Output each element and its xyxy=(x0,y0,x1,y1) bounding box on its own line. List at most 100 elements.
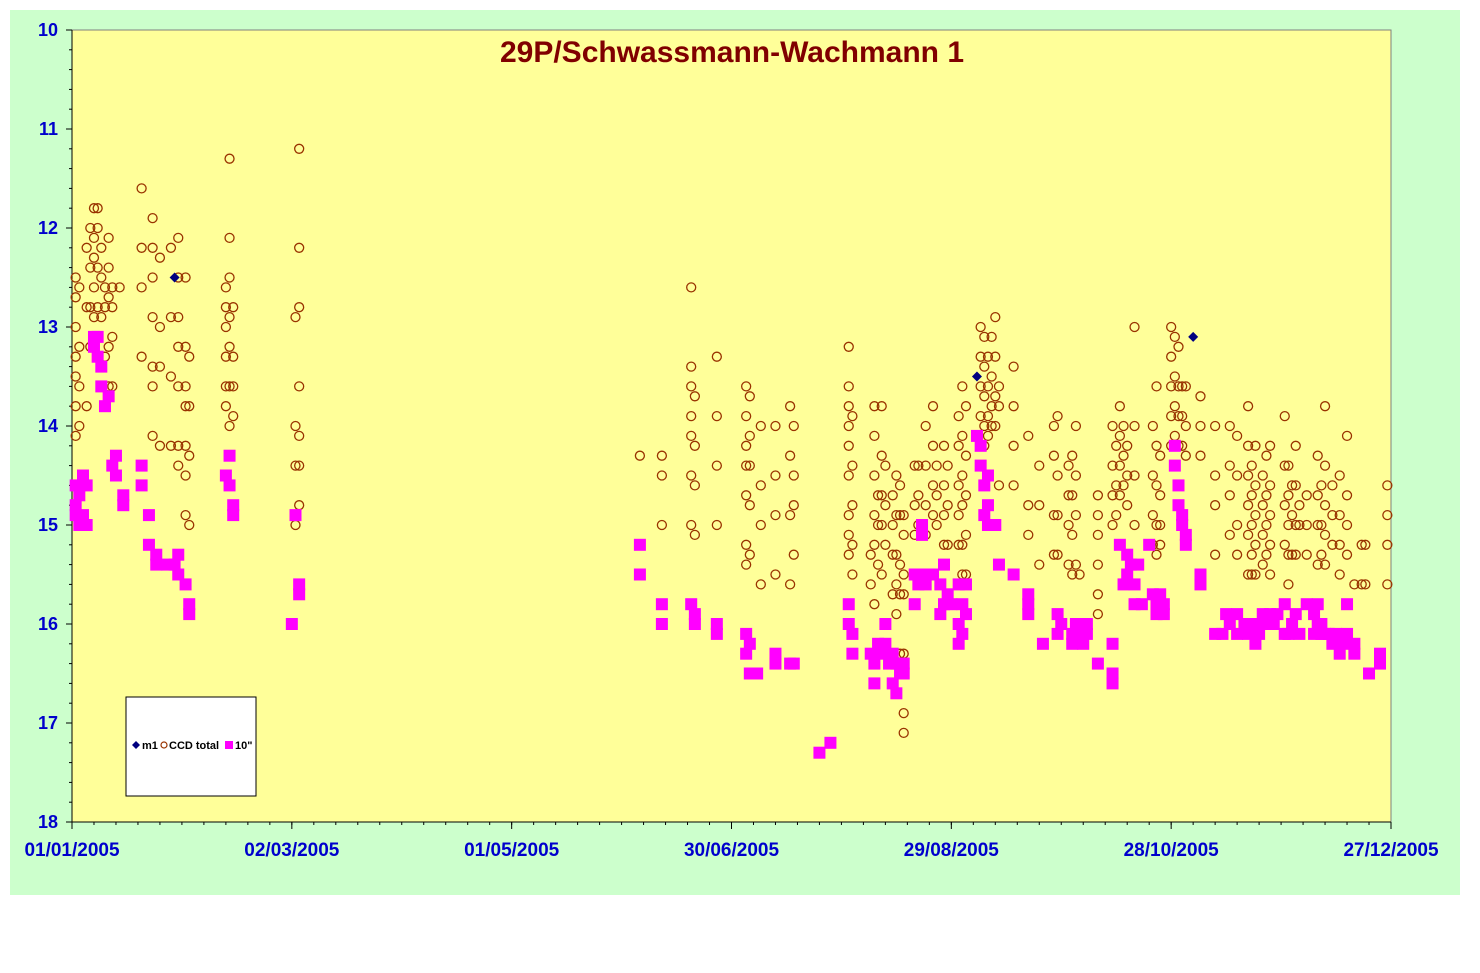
ccd-total-point xyxy=(744,430,755,442)
ccd-total-point xyxy=(689,440,701,451)
series-m1 xyxy=(169,272,1199,382)
ccd-total-point xyxy=(927,440,939,451)
ten-inch-point xyxy=(223,449,236,462)
ccd-total-point xyxy=(1114,401,1126,412)
ccd-total-point xyxy=(103,262,114,273)
ccd-total-point xyxy=(975,351,986,362)
ccd-total-point xyxy=(1169,371,1180,382)
ccd-total-point xyxy=(1286,549,1298,560)
ccd-total-point xyxy=(686,430,697,442)
ccd-total-point xyxy=(986,420,997,432)
ten-inch-point xyxy=(864,647,877,660)
ccd-total-point xyxy=(1052,509,1063,521)
legend-box xyxy=(125,696,257,797)
ccd-total-point xyxy=(1048,420,1060,432)
ccd-total-point xyxy=(88,311,100,323)
ccd-total-point xyxy=(1151,440,1162,451)
ccd-total-point xyxy=(290,420,301,432)
ten-inch-point xyxy=(1348,637,1361,650)
ten-inch-point xyxy=(1051,627,1064,640)
ten-inch-point xyxy=(1374,657,1387,670)
ccd-total-point xyxy=(843,529,854,541)
ten-inch-point xyxy=(743,637,756,650)
ccd-total-point xyxy=(103,341,114,352)
ccd-total-point xyxy=(1092,589,1104,600)
ccd-total-point xyxy=(744,500,755,511)
ten-inch-point xyxy=(1051,608,1064,621)
ccd-total-point xyxy=(686,519,697,531)
ten-inch-point xyxy=(142,509,155,522)
ccd-total-point xyxy=(872,519,884,531)
ccd-total-point xyxy=(1118,420,1129,432)
ccd-total-point xyxy=(957,430,968,442)
ccd-total-point xyxy=(1034,460,1045,471)
ccd-total-point xyxy=(1067,450,1078,461)
ccd-total-point xyxy=(741,440,752,451)
ten-inch-point xyxy=(1293,627,1306,640)
ccd-total-point xyxy=(990,391,1001,402)
ccd-total-point xyxy=(1246,519,1257,531)
ccd-total-point xyxy=(986,331,997,343)
x-tick-label: 30/06/2005 xyxy=(684,840,780,861)
ccd-total-point xyxy=(788,420,799,432)
ten-inch-point xyxy=(69,499,82,512)
ccd-total-point xyxy=(1264,480,1276,491)
ccd-total-point xyxy=(891,470,902,481)
ten-inch-point xyxy=(1271,608,1284,621)
ccd-total-point xyxy=(1063,559,1074,570)
ccd-total-point xyxy=(180,401,191,412)
ten-inch-point xyxy=(223,479,236,492)
ten-inch-point xyxy=(102,390,115,403)
ccd-total-point xyxy=(1034,500,1045,511)
ccd-total-point xyxy=(1341,430,1353,442)
ten-inch-point xyxy=(1278,598,1291,611)
ccd-total-point xyxy=(1070,420,1082,432)
ten-inch-point xyxy=(1121,568,1134,581)
ten-inch-point xyxy=(1176,519,1189,531)
ten-inch-point xyxy=(1135,598,1148,611)
ten-inch-point xyxy=(824,736,837,749)
ccd-total-point xyxy=(1122,500,1133,511)
ccd-total-point xyxy=(1316,519,1327,531)
ccd-total-point xyxy=(1048,509,1060,521)
ccd-total-point xyxy=(96,311,107,323)
ten-inch-point xyxy=(1179,538,1192,551)
ccd-total-point xyxy=(927,509,939,521)
ccd-total-point xyxy=(224,341,235,352)
ccd-total-point xyxy=(173,440,184,451)
ten-inch-point xyxy=(978,509,991,522)
ten-inch-point xyxy=(688,618,701,630)
ccd-total-point xyxy=(887,490,898,501)
ccd-total-point xyxy=(1129,321,1140,333)
ccd-total-point xyxy=(1319,460,1331,471)
ccd-total-point xyxy=(1334,569,1345,580)
chart-area: 29P/Schwassmann-Wachmann 1 10 11 12 13 14 15 1… xyxy=(10,10,1460,895)
ccd-total-point xyxy=(686,381,697,392)
ccd-total-point xyxy=(1301,490,1312,501)
ccd-total-point xyxy=(1107,460,1118,471)
ccd-total-point xyxy=(180,509,191,521)
ccd-total-point xyxy=(1242,529,1254,541)
ten-inch-point xyxy=(109,469,122,482)
ccd-total-point xyxy=(184,519,195,531)
ccd-total-point xyxy=(686,361,697,372)
m1-point xyxy=(169,272,180,283)
ten-inch-point xyxy=(974,439,987,452)
ten-inch-point xyxy=(76,469,89,482)
ccd-total-point xyxy=(1052,410,1063,422)
ccd-total-point xyxy=(711,460,722,471)
ccd-total-point xyxy=(1173,410,1184,422)
ccd-total-point xyxy=(876,569,887,580)
ten-inch-point xyxy=(886,647,899,660)
x-tick-label: 01/05/2005 xyxy=(464,840,560,861)
ccd-total-point xyxy=(744,549,755,560)
ccd-total-point xyxy=(1283,579,1294,590)
ccd-total-point xyxy=(920,500,931,511)
ten-inch-point xyxy=(1289,608,1302,621)
ten-inch-point xyxy=(135,459,148,472)
ccd-total-point xyxy=(1122,440,1133,451)
ccd-total-point xyxy=(982,351,994,362)
ccd-total-point xyxy=(1319,500,1331,511)
ccd-total-point xyxy=(957,381,968,392)
ccd-total-point xyxy=(843,381,854,392)
